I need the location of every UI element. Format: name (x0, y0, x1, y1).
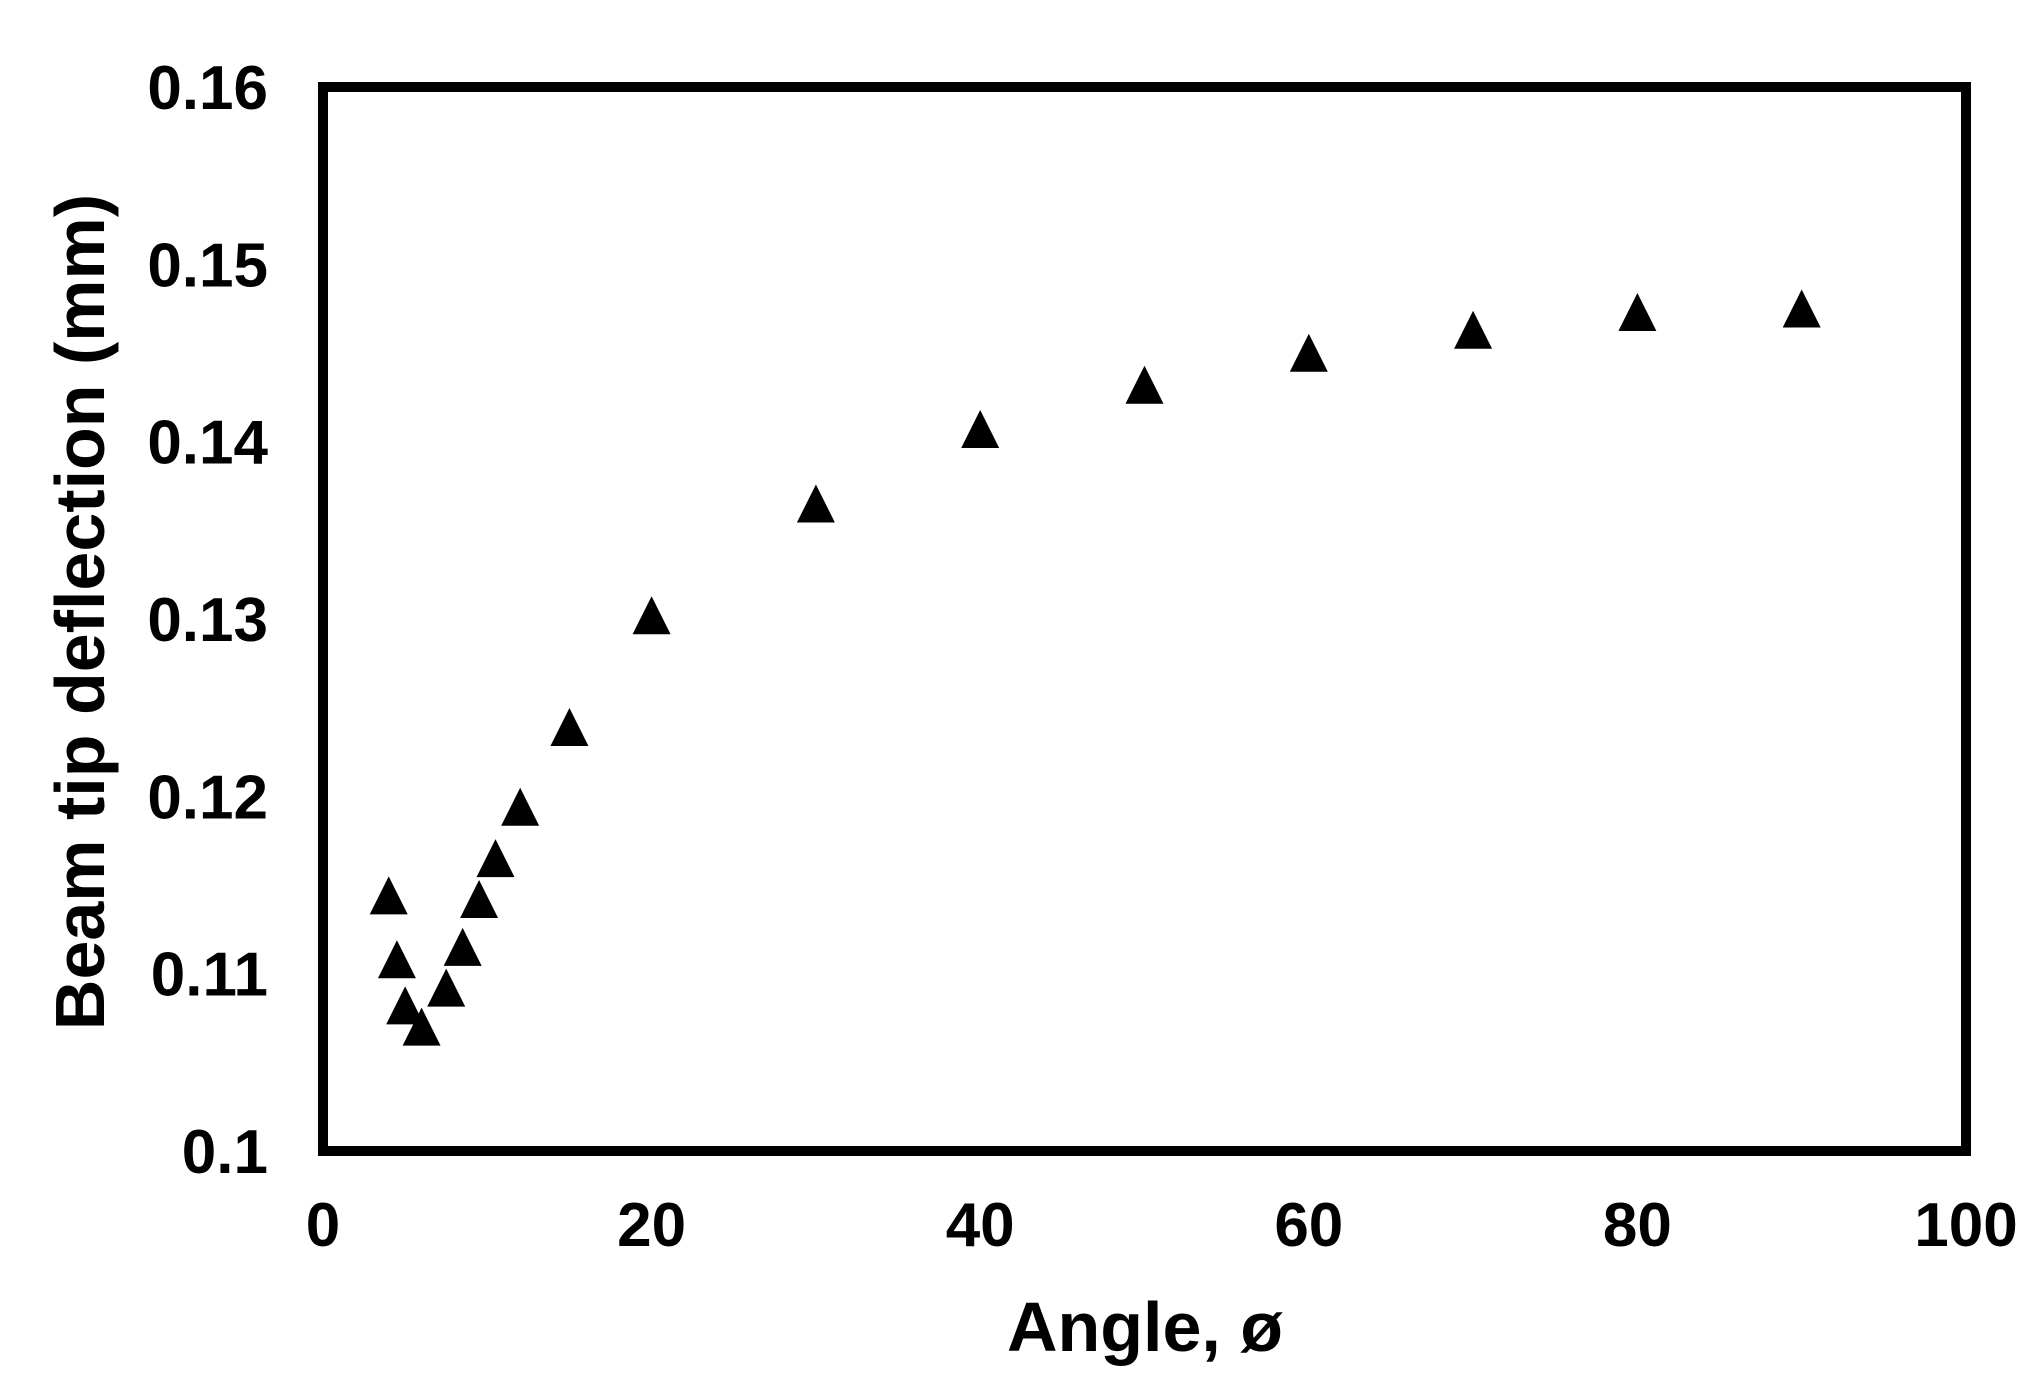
x-tick-label: 60 (1274, 1191, 1343, 1260)
y-tick-label: 0.1 (182, 1118, 268, 1187)
x-axis-title: Angle, ø (1007, 1288, 1283, 1366)
data-point-marker (1125, 365, 1164, 404)
x-tick-label: 0 (306, 1191, 340, 1260)
y-tick-label: 0.12 (147, 763, 268, 832)
data-point-marker (377, 940, 416, 979)
data-point-marker (1289, 333, 1328, 372)
data-point-marker (460, 879, 499, 918)
y-tick-label: 0.13 (147, 586, 268, 655)
x-tick-label: 20 (617, 1191, 686, 1260)
data-point-marker (501, 787, 540, 826)
data-point-marker (402, 1007, 441, 1046)
x-tick-label: 80 (1603, 1191, 1672, 1260)
y-tick-label: 0.15 (147, 231, 268, 300)
data-point-marker (550, 707, 589, 746)
x-tick-label: 40 (946, 1191, 1015, 1260)
data-point-marker (1454, 310, 1493, 349)
data-point-marker (796, 484, 835, 523)
data-point-marker (369, 876, 408, 915)
data-point-marker (1618, 292, 1657, 331)
y-tick-label: 0.14 (147, 409, 268, 478)
data-point-marker (386, 986, 425, 1025)
data-point-marker (632, 596, 671, 635)
plot-area (318, 82, 1971, 1156)
x-tick-label: 100 (1914, 1191, 2017, 1260)
x-axis-tick-labels: 0 20 40 60 80 100 (306, 1191, 2018, 1260)
data-point-marker (1782, 289, 1821, 328)
y-tick-label: 0.16 (147, 54, 268, 123)
data-point-marker (427, 968, 466, 1007)
data-point-marker (443, 927, 482, 966)
data-point-marker (961, 410, 1000, 449)
y-axis-tick-labels: 0.1 0.11 0.12 0.13 0.14 0.15 0.16 (147, 54, 268, 1187)
data-point-marker (476, 839, 515, 878)
data-series (369, 289, 1821, 1046)
y-axis-title: Beam tip deflection (mm) (41, 194, 119, 1030)
y-tick-label: 0.11 (151, 941, 268, 1010)
